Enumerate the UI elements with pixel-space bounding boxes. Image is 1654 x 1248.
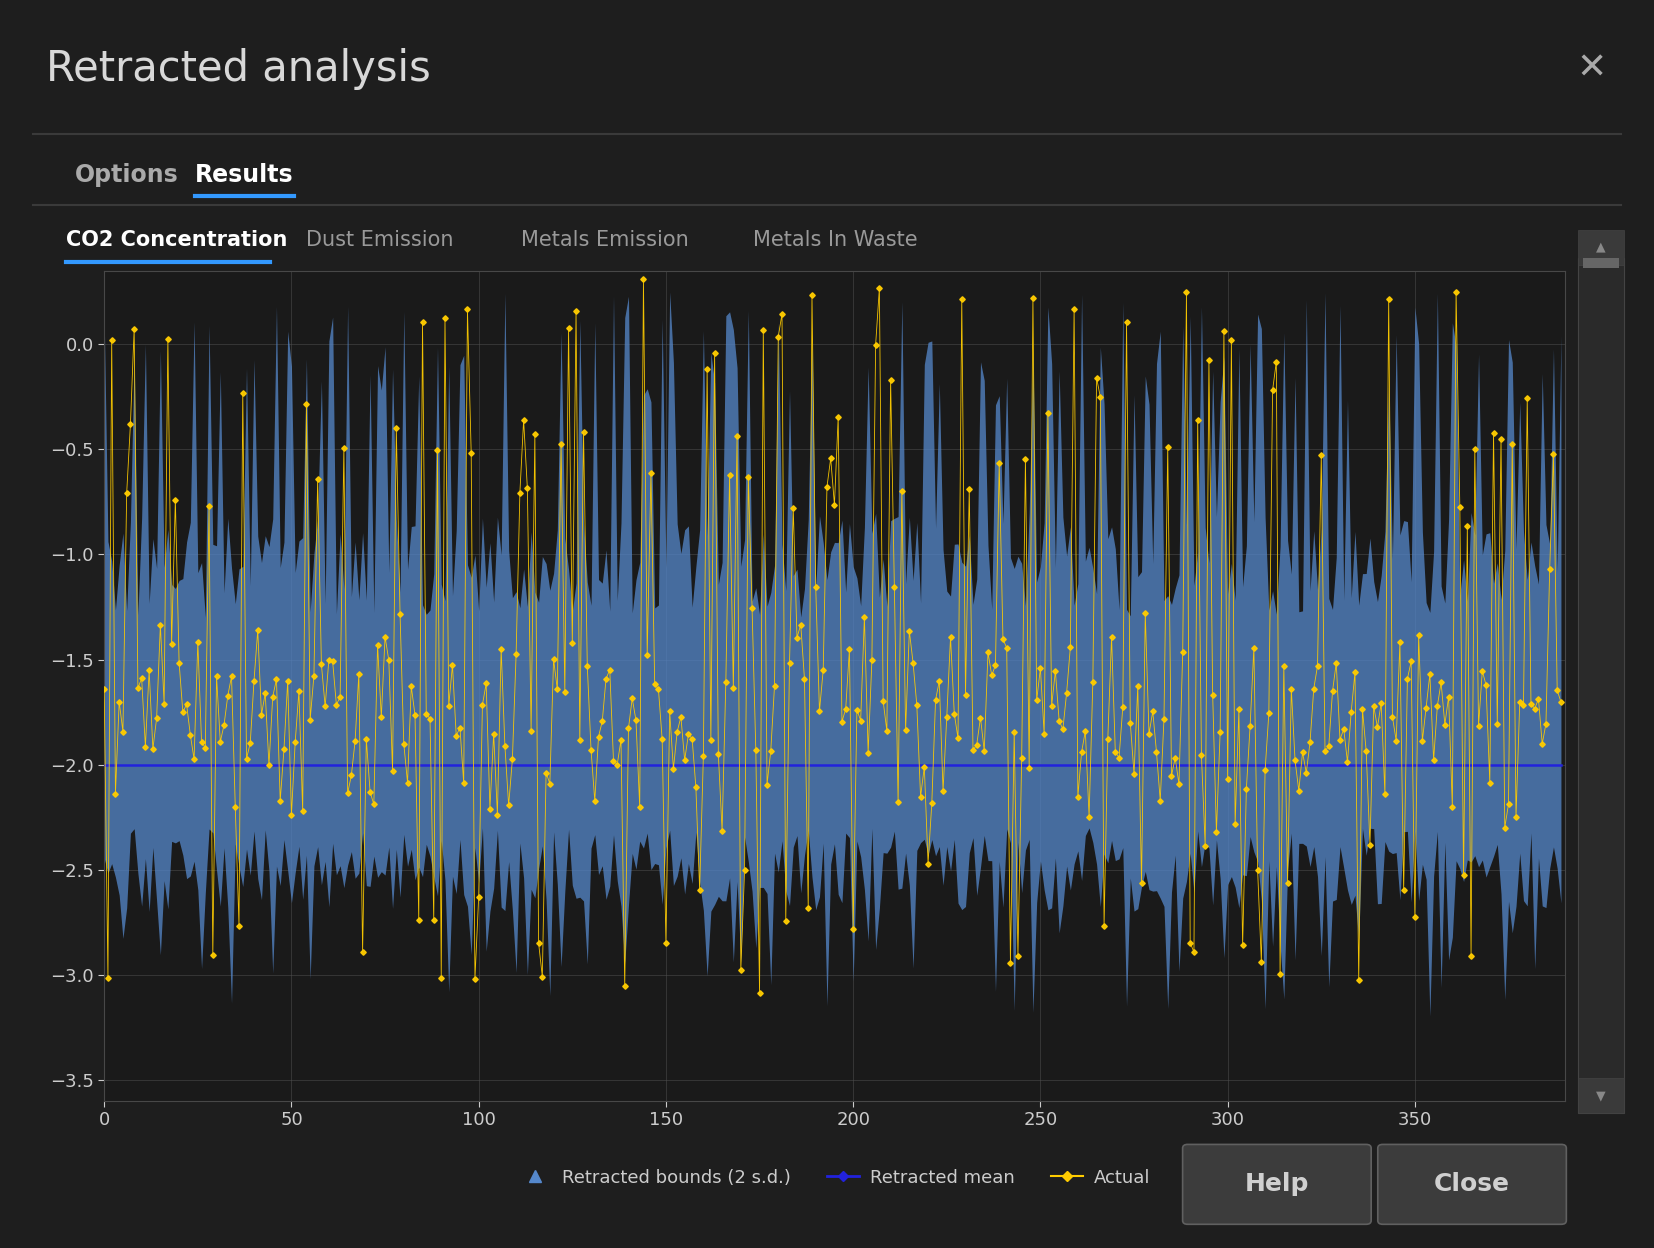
FancyBboxPatch shape	[1378, 1144, 1566, 1224]
Text: Help: Help	[1245, 1172, 1308, 1197]
Text: Metals Emission: Metals Emission	[521, 230, 688, 250]
Text: Metals In Waste: Metals In Waste	[753, 230, 918, 250]
Bar	[1578, 1078, 1624, 1113]
Text: Close: Close	[1434, 1172, 1510, 1197]
Text: Results: Results	[195, 162, 294, 187]
Text: Retracted analysis: Retracted analysis	[46, 47, 432, 90]
Text: ✕: ✕	[1576, 51, 1606, 86]
Text: Dust Emission: Dust Emission	[306, 230, 453, 250]
Text: Options: Options	[74, 162, 179, 187]
FancyBboxPatch shape	[1183, 1144, 1371, 1224]
Bar	[1583, 258, 1619, 268]
Bar	[1578, 230, 1624, 265]
Bar	[0, 0, 1654, 131]
Text: ▼: ▼	[1596, 1090, 1606, 1102]
Bar	[1578, 258, 1624, 1113]
Text: ▲: ▲	[1596, 241, 1606, 253]
Text: CO2 Concentration: CO2 Concentration	[66, 230, 288, 250]
Legend: Retracted bounds (2 s.d.), Retracted mean, Actual: Retracted bounds (2 s.d.), Retracted mea…	[518, 1169, 1151, 1187]
